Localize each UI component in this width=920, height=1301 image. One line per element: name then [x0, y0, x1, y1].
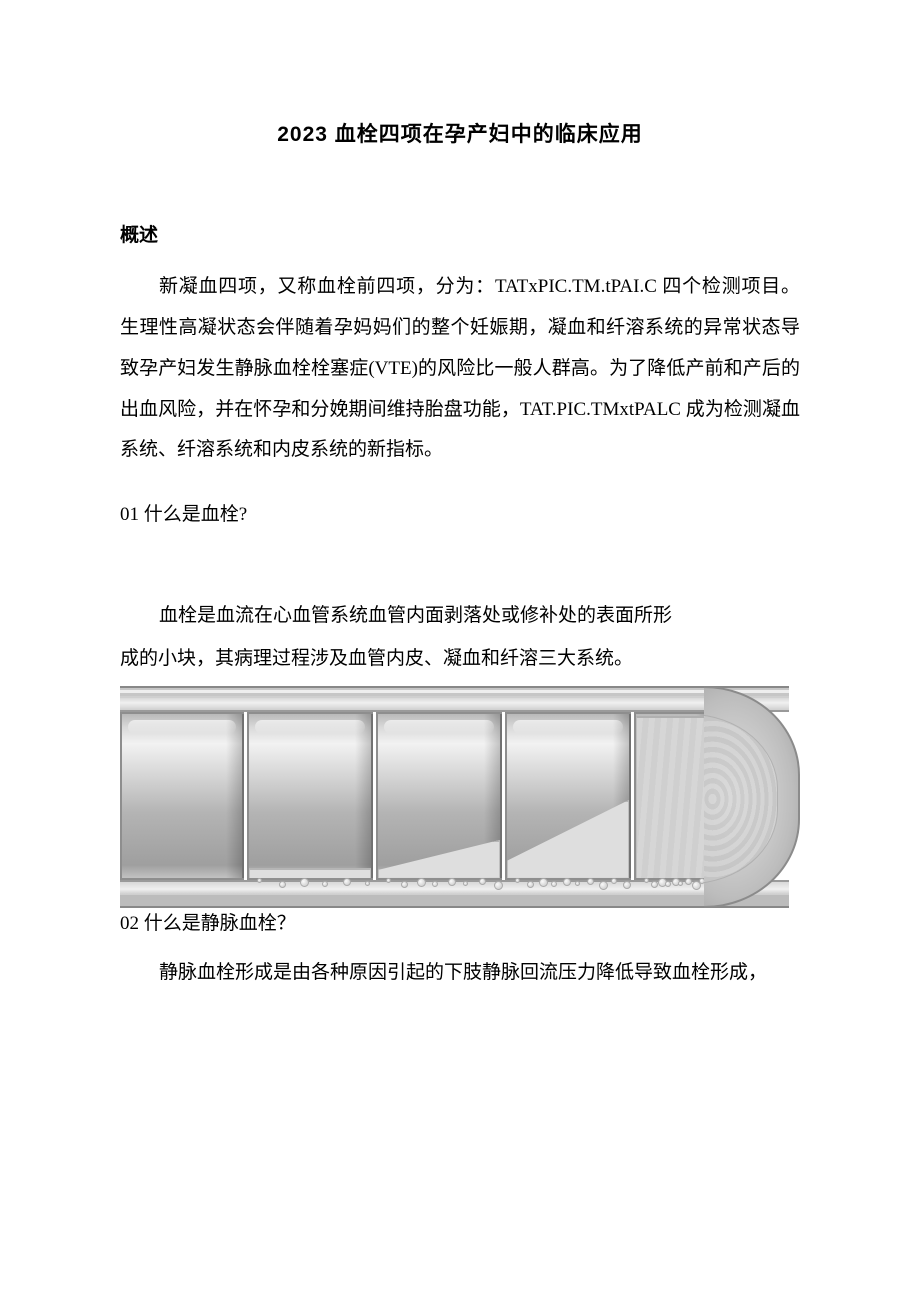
thrombus-progression-figure — [120, 686, 800, 908]
bubble-icon — [611, 878, 617, 884]
bubble-icon — [257, 878, 262, 883]
bubble-icon — [343, 878, 351, 886]
bubble-icon — [599, 881, 608, 890]
bubble-row — [636, 878, 712, 892]
bubble-icon — [322, 881, 328, 887]
vessel-segment — [634, 712, 714, 880]
bubble-icon — [463, 881, 468, 886]
bubble-row — [378, 878, 500, 892]
segment-highlight-icon — [128, 720, 236, 734]
vessel-segment — [376, 712, 502, 880]
vessel-wall-bottom-outer — [120, 894, 789, 908]
bubble-icon — [678, 881, 683, 886]
bubble-icon — [563, 878, 571, 886]
bubble-icon — [644, 878, 649, 883]
bubble-icon — [551, 881, 557, 887]
bubble-icon — [386, 878, 391, 883]
bubble-icon — [575, 881, 580, 886]
bubble-icon — [587, 878, 594, 885]
section-02-heading: 02 什么是静脉血栓？ — [120, 908, 800, 935]
vessel-segment — [120, 712, 244, 880]
section-01-line-2: 成的小块，其病理过程涉及血管内皮、凝血和纤溶三大系统。 — [120, 639, 800, 680]
bubble-icon — [539, 878, 548, 887]
bubble-icon — [432, 881, 438, 887]
vessel-segment — [505, 712, 631, 880]
bubble-icon — [494, 881, 503, 890]
vessel-endcap — [704, 686, 800, 908]
section-01-line-1: 血栓是血流在心血管系统血管内面剥落处或修补处的表面所形 — [120, 596, 800, 637]
segment-highlight-icon — [513, 720, 623, 734]
vessel-segment — [247, 712, 373, 880]
vessel-wall-top-highlight — [120, 690, 789, 693]
segment-shadow-icon — [355, 714, 373, 878]
segment-highlight-icon — [384, 720, 494, 734]
section-02-paragraph: 静脉血栓形成是由各种原因引起的下肢静脉回流压力降低导致血栓形成， — [120, 953, 800, 994]
vessel-endcap-rings — [704, 714, 778, 884]
page: 2023 血栓四项在孕产妇中的临床应用 概述 新凝血四项，又称血栓前四项，分为：… — [0, 0, 920, 1056]
bubble-icon — [448, 878, 456, 886]
bubble-icon — [417, 878, 426, 887]
bubble-icon — [300, 878, 309, 887]
thrombus-deposit — [636, 716, 712, 878]
overview-heading: 概述 — [120, 220, 800, 247]
bubble-icon — [365, 881, 370, 886]
segment-shadow-icon — [226, 714, 244, 878]
bubble-icon — [279, 881, 286, 888]
bubble-icon — [479, 878, 486, 885]
bubble-icon — [515, 878, 520, 883]
thrombus-deposit — [378, 840, 500, 878]
bubble-icon — [651, 881, 658, 888]
bubble-row — [249, 878, 371, 892]
thrombus-deposit — [507, 800, 629, 878]
bubble-icon — [527, 881, 534, 888]
section-01-heading: 01 什么是血栓? — [120, 499, 800, 526]
vessel-wall-top-inner — [120, 698, 789, 712]
segment-highlight-icon — [255, 720, 365, 734]
bubble-icon — [623, 881, 631, 889]
bubble-icon — [665, 881, 671, 887]
overview-paragraph: 新凝血四项，又称血栓前四项，分为：TATxPIC.TM.tPAI.C 四个检测项… — [120, 267, 800, 471]
page-title: 2023 血栓四项在孕产妇中的临床应用 — [120, 118, 800, 148]
bubble-icon — [401, 881, 408, 888]
bubble-row — [507, 878, 629, 892]
thrombus-deposit — [249, 868, 371, 878]
